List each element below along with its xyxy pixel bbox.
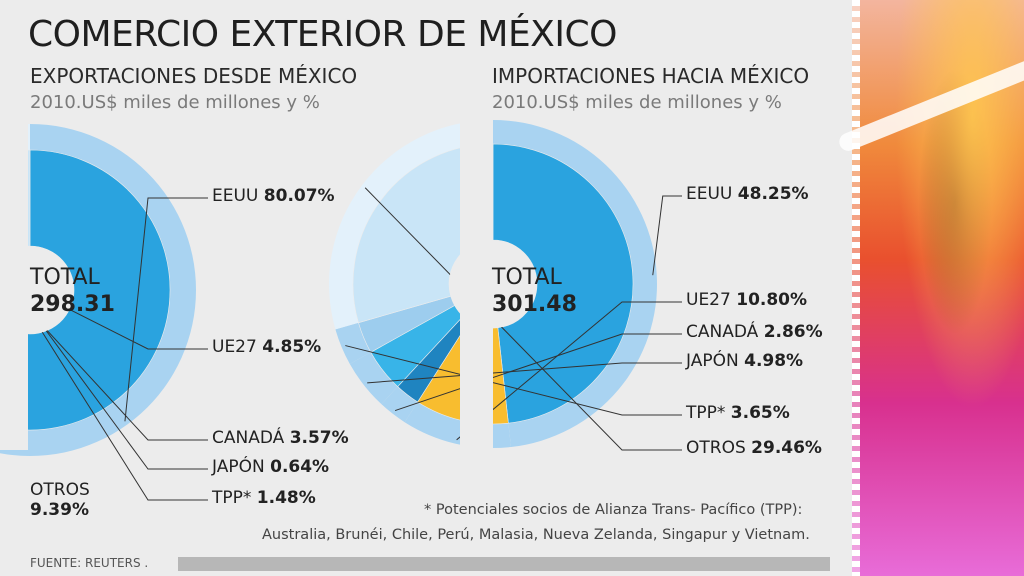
import-label-japon: JAPÓN 4.98% [686,351,804,371]
import-ring-tpp [335,322,371,364]
export-clip-mask [0,120,28,450]
import-ring-japon [349,352,398,405]
export-leader-canada [0,278,208,441]
export-leader-eeuu [124,197,208,422]
import-label-ue27: UE27 10.80% [686,290,808,310]
export-chart-title: EXPORTACIONES DESDE MÉXICO [30,64,358,88]
import-chart-subtitle: 2010.US$ miles de millones y % [492,92,782,113]
torn-edge [852,0,860,576]
import-total-label: TOTAL [492,265,562,290]
footnote-line-2: Australia, Brunéi, Chile, Perú, Malasia,… [262,527,810,543]
import-leader-eeuu [652,195,682,276]
import-label-eeuu: EEUU 48.25% [686,184,809,204]
import-leader-japon [367,362,682,384]
import-label-tpp: TPP* 3.65% [686,403,790,423]
export-label-japon: JAPÓN 0.64% [212,457,330,477]
import-total-value: 301.48 [492,292,577,317]
import-clip-mask [460,110,493,450]
export-leader-japon [0,267,208,470]
export-total-value: 298.31 [30,292,115,317]
import-label-canada: CANADÁ 2.86% [686,322,823,342]
page-title: COMERCIO EXTERIOR DE MÉXICO [28,14,617,55]
import-leader-ue27 [456,301,682,441]
export-label-ue27: UE27 4.85% [212,337,322,357]
decorative-watercolor-art [836,0,1024,576]
import-slice-otros [352,143,494,324]
import-chart-title: IMPORTACIONES HACIA MÉXICO [492,64,810,88]
brush-streak [836,54,1024,154]
import-leader-tpp [345,345,682,416]
export-label-tpp: TPP* 1.48% [212,488,316,508]
import-ring-canada [381,386,418,423]
export-chart-subtitle: 2010.US$ miles de millones y % [30,92,320,113]
footnote-line-1: * Potenciales socios de Alianza Trans- P… [424,502,803,518]
import-label-otros: OTROS 29.46% [686,438,822,458]
export-leader-ue27 [0,273,208,350]
export-label-canada: CANADÁ 3.57% [212,428,349,448]
donut-charts [0,110,682,501]
export-label-otros: OTROS 9.39% [30,480,90,520]
import-ring-eeuu [493,120,657,448]
export-label-eeuu: EEUU 80.07% [212,186,335,206]
source-note: FUENTE: REUTERS . [30,556,149,570]
footer-bar [178,557,830,571]
export-total-label: TOTAL [30,265,100,290]
